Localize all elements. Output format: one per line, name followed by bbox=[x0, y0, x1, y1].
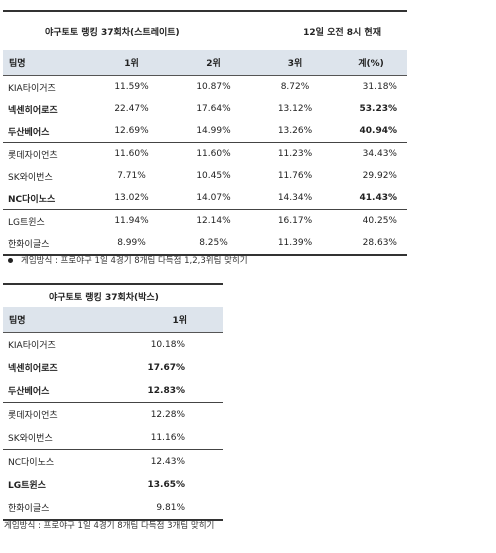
table-row: SK와이번스 7.71% 10.45% 11.76% 29.92% bbox=[3, 165, 407, 187]
value-cell: 11.60% bbox=[172, 142, 255, 165]
table-row: 넥센히어로즈 17.67% bbox=[3, 356, 223, 379]
table-row: NC다이노스 13.02% 14.07% 14.34% 41.43% bbox=[3, 187, 407, 210]
header-team: 팀명 bbox=[3, 50, 91, 76]
table-row: KIA타이거즈 11.59% 10.87% 8.72% 31.18% bbox=[3, 75, 407, 98]
value-cell: 22.47% bbox=[114, 104, 149, 114]
value-cell: 8.25% bbox=[199, 238, 228, 248]
value-cell: 12.83% bbox=[147, 385, 186, 396]
value-cell: 13.65% bbox=[147, 479, 186, 490]
value-cell: 41.43% bbox=[359, 193, 398, 203]
value-cell: 14.99% bbox=[196, 126, 231, 136]
table-row: 한화이글스 9.81% bbox=[3, 496, 223, 520]
team-name-cell: KIA타이거즈 bbox=[3, 332, 89, 356]
header-rank1: 1위 bbox=[91, 50, 172, 76]
value-cell: 11.23% bbox=[255, 142, 335, 165]
team-name-cell: 두산베어스 bbox=[8, 387, 50, 397]
value-cell: 53.23% bbox=[359, 104, 398, 114]
value-cell: 13.02% bbox=[114, 193, 149, 203]
header-rank2: 2위 bbox=[172, 50, 255, 76]
table-row: SK와이번스 11.16% bbox=[3, 426, 223, 450]
value-cell: 10.87% bbox=[172, 75, 255, 98]
value-cell: 8.99% bbox=[117, 238, 146, 248]
team-name-cell: 넥센히어로즈 bbox=[8, 105, 58, 116]
table1-note-line: 게임방식 : 프로야구 1일 4경기 8개팀 다득점 1,2,3위팀 맞히기 bbox=[8, 254, 248, 266]
team-name-cell: KIA타이거즈 bbox=[3, 75, 91, 98]
value-cell: 13.26% bbox=[277, 126, 313, 136]
value-cell: 11.60% bbox=[91, 142, 172, 165]
value-cell: 14.07% bbox=[196, 193, 231, 203]
table-row: 두산베어스 12.83% bbox=[3, 379, 223, 403]
table-row: 롯데자이언츠 12.28% bbox=[3, 402, 224, 426]
header-rank1: 1위 bbox=[89, 307, 224, 333]
value-cell: 12.28% bbox=[89, 402, 224, 426]
value-cell: 34.43% bbox=[335, 142, 407, 165]
straight-ranking-table: 야구토토 랭킹 37회차(스트레이트) 12일 오전 8시 현재 팀명 1위 2… bbox=[3, 10, 407, 256]
value-cell: 10.45% bbox=[196, 171, 231, 181]
team-name-cell: 롯데자이언츠 bbox=[3, 142, 91, 165]
team-name-cell: 넥센히어로즈 bbox=[8, 364, 58, 374]
table-date: 12일 오전 8시 현재 bbox=[303, 27, 381, 38]
value-cell: 8.72% bbox=[255, 75, 335, 98]
table-row: 한화이글스 8.99% 8.25% 11.39% 28.63% bbox=[3, 232, 407, 255]
header-total: 계(%) bbox=[335, 50, 407, 76]
team-name-cell: 롯데자이언츠 bbox=[3, 402, 89, 426]
team-name-cell: 한화이글스 bbox=[8, 239, 50, 250]
value-cell: 12.43% bbox=[89, 449, 224, 473]
bullet-icon bbox=[8, 258, 13, 263]
table-title: 야구토토 랭킹 37회차(박스) bbox=[49, 292, 159, 303]
table-row: KIA타이거즈 10.18% bbox=[3, 332, 224, 356]
value-cell: 29.92% bbox=[362, 171, 397, 181]
table2-note: 게임방식 : 프로야구 1일 4경기 8개팀 다득점 3개팀 맞히기 bbox=[4, 521, 215, 531]
value-cell: 17.67% bbox=[147, 362, 186, 373]
value-cell: 11.94% bbox=[91, 209, 172, 232]
table1-note: 게임방식 : 프로야구 1일 4경기 8개팀 다득점 1,2,3위팀 맞히기 bbox=[21, 256, 248, 266]
value-cell: 11.59% bbox=[91, 75, 172, 98]
table-row: LG트윈스 13.65% bbox=[3, 473, 223, 496]
header-team: 팀명 bbox=[3, 307, 89, 333]
value-cell: 12.69% bbox=[114, 126, 149, 136]
value-cell: 12.14% bbox=[172, 209, 255, 232]
table-title: 야구토토 랭킹 37회차(스트레이트) bbox=[45, 27, 180, 38]
value-cell: 17.64% bbox=[196, 104, 231, 114]
value-cell: 40.94% bbox=[359, 126, 398, 136]
value-cell: 13.12% bbox=[277, 104, 313, 114]
team-name-cell: NC다이노스 bbox=[8, 194, 56, 205]
header-rank3: 3위 bbox=[255, 50, 335, 76]
table-row: 롯데자이언츠 11.60% 11.60% 11.23% 34.43% bbox=[3, 142, 407, 165]
table-row: LG트윈스 11.94% 12.14% 16.17% 40.25% bbox=[3, 209, 407, 232]
value-cell: 16.17% bbox=[255, 209, 335, 232]
value-cell: 9.81% bbox=[156, 502, 186, 513]
team-name-cell: LG트윈스 bbox=[3, 209, 91, 232]
team-name-cell: NC다이노스 bbox=[3, 449, 89, 473]
team-name-cell: LG트윈스 bbox=[8, 481, 46, 491]
team-name-cell: 두산베어스 bbox=[8, 127, 50, 138]
box-ranking-table: 야구토토 랭킹 37회차(박스) 팀명 1위 KIA타이거즈 10.18% 넥센히어… bbox=[3, 283, 224, 521]
value-cell: 11.76% bbox=[277, 171, 313, 181]
table-row: 넥센히어로즈 22.47% 17.64% 13.12% 53.23% bbox=[3, 98, 407, 120]
value-cell: 11.16% bbox=[150, 432, 186, 443]
value-cell: 7.71% bbox=[117, 171, 146, 181]
team-name-cell: SK와이번스 bbox=[8, 434, 53, 444]
value-cell: 28.63% bbox=[362, 238, 397, 248]
value-cell: 31.18% bbox=[335, 75, 407, 98]
value-cell: 11.39% bbox=[277, 238, 313, 248]
team-name-cell: SK와이번스 bbox=[8, 172, 53, 183]
table-row: NC다이노스 12.43% bbox=[3, 449, 224, 473]
value-cell: 10.18% bbox=[89, 332, 224, 356]
value-cell: 14.34% bbox=[277, 193, 313, 203]
table-row: 두산베어스 12.69% 14.99% 13.26% 40.94% bbox=[3, 120, 407, 143]
value-cell: 40.25% bbox=[335, 209, 407, 232]
team-name-cell: 한화이글스 bbox=[8, 504, 50, 514]
